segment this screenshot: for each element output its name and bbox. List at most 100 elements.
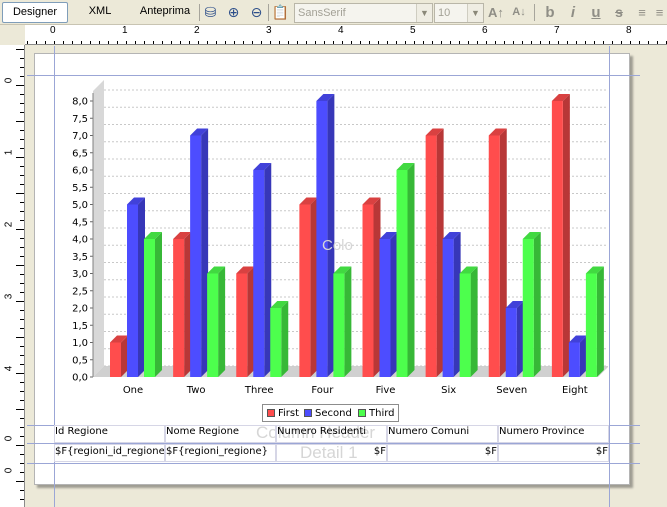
column-header-cell[interactable] [54,425,165,443]
bar-top [568,335,587,343]
strikethrough-icon[interactable]: s [615,4,623,20]
detail-cell[interactable] [276,444,387,462]
bar-side [453,232,461,377]
column-header-cell[interactable] [276,425,387,443]
bar [488,135,500,377]
tab-xml[interactable]: XML [88,5,112,17]
tab-designer[interactable]: Designer [2,2,68,23]
bar-top [333,266,352,274]
detail-cell[interactable] [165,444,276,462]
ruler-label: 3 [3,293,15,300]
y-tick-label: 3,5 [72,252,88,263]
band-watermark-column-header: Column Header [256,423,376,442]
bar-side [579,335,587,377]
bar-side [138,197,145,377]
ruler-tick [207,41,208,44]
chart-legend: First Second Third [262,404,399,422]
font-size-select[interactable]: 10 ▼ [434,3,484,23]
font-shrink-icon[interactable]: A↓ [512,6,526,18]
ruler-tick [20,202,24,203]
detail-cell[interactable] [54,444,165,462]
underline-icon[interactable]: u [591,4,601,21]
ruler-tick [20,283,24,284]
header-numero-comuni: Numero Comuni [388,426,470,437]
bold-icon[interactable]: b [545,4,555,21]
y-tick-label: 6,5 [72,148,88,159]
bar-top [236,266,255,274]
bar-side [516,301,524,377]
ruler-tick [504,41,505,44]
bar-side [155,232,162,377]
ruler-tick [16,193,24,194]
ruler-label: 7 [554,25,560,36]
ruler-tick [72,41,73,44]
ruler-tick [117,41,118,44]
ruler-tick [20,427,24,428]
paste-icon[interactable]: 📋 [271,4,290,20]
bar [442,239,454,377]
ruler-tick [45,41,46,44]
column-header-cell[interactable] [165,425,276,443]
detail-cell[interactable] [498,444,609,462]
ruler-tick [243,41,244,44]
y-tick-label: 0,5 [72,355,88,366]
ruler-label: 0 [3,435,15,442]
x-tick-label: Five [376,385,396,396]
y-tick-label: 3,0 [72,269,88,280]
y-tick-label: 1,5 [72,321,88,332]
italic-icon[interactable]: i [570,4,576,21]
tab-anteprima[interactable]: Anteprima [139,5,191,17]
ruler-tick [20,238,24,239]
column-header-cell[interactable] [387,425,498,443]
align-left-icon[interactable]: ≡ [638,5,646,20]
ruler-tick [360,41,361,44]
ruler-tick [20,166,24,167]
ruler-tick [387,41,388,44]
y-tick-label: 5,5 [72,183,88,194]
font-family-value: SansSerif [298,7,346,19]
y-tick-label: 7,0 [72,131,88,142]
ruler-tick [594,41,595,44]
ruler-tick [540,41,541,44]
ruler-tick [612,41,613,44]
ruler-tick [54,41,55,44]
zoom-out-icon[interactable]: ⊖ [250,4,263,20]
font-grow-icon[interactable]: A↑ [488,5,504,20]
bar-top [585,266,604,274]
ruler-tick [90,41,91,44]
column-header-cell[interactable] [498,425,609,443]
ruler-tick [414,41,415,44]
bar [173,239,185,377]
database-icon[interactable]: ⛁ [204,4,217,20]
chevron-down-icon[interactable]: ▼ [416,4,432,22]
bar-chart[interactable]: 0,0 0,5 1,0 1,5 2,0 2,5 3,0 3,5 4,0 4,5 5,0 5,5 6,0 6… [55,76,608,406]
ruler-tick [162,41,163,44]
legend-item-third: Third [358,408,395,420]
font-family-select[interactable]: SansSerif ▼ [294,3,433,23]
zoom-in-icon[interactable]: ⊕ [227,4,240,20]
y-tick-label: 7,5 [72,114,88,125]
ruler-label: 2 [194,25,200,36]
bar [236,273,248,377]
bar-top [522,232,541,239]
band-guide-top [27,75,640,76]
bar-side [436,128,444,377]
align-center-icon[interactable]: ≡ [655,5,664,20]
ruler-tick [20,139,24,140]
y-tick-label: 4,5 [72,217,88,228]
ruler-tick [585,41,586,44]
legend-swatch [358,409,366,417]
ruler-tick [306,41,307,44]
detail-cell[interactable] [387,444,498,462]
ruler-tick [657,41,658,44]
legend-label: Second [315,408,352,419]
bar-side [264,163,272,377]
ruler-tick [20,382,24,383]
x-tick-label: Four [311,385,334,396]
chevron-down-icon[interactable]: ▼ [467,4,483,22]
ruler-tick [20,418,24,419]
bar-side [470,266,478,377]
bar-top [253,163,272,170]
ruler-tick [20,274,24,275]
ruler-tick [16,121,24,122]
